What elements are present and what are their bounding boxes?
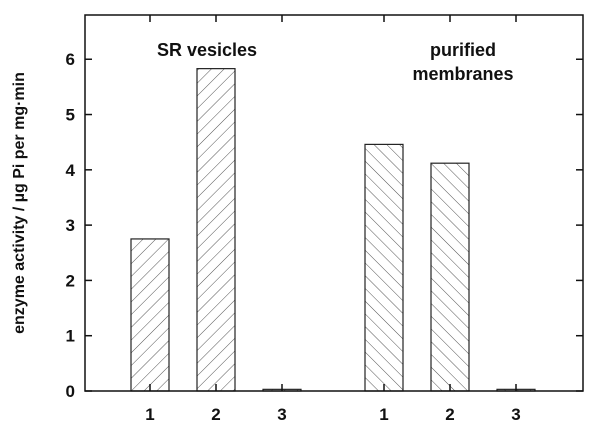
axes-layer [84, 14, 584, 392]
bar-group1-2 [196, 68, 236, 392]
group-label-1: SR vesicles [157, 40, 257, 60]
y-axis-label: enzyme activity / µg Pi per mg·min [11, 72, 28, 334]
x-tick-label: 2 [445, 405, 454, 424]
x-tick-label: 1 [145, 405, 154, 424]
y-tick-label: 3 [66, 216, 75, 235]
plot-frame [84, 14, 584, 392]
bar-group2-2 [430, 162, 470, 392]
bars-layer [130, 68, 536, 392]
y-tick-label: 0 [66, 382, 75, 401]
y-tick-label: 2 [66, 271, 75, 290]
x-tick-label: 3 [277, 405, 286, 424]
y-tick-label: 1 [66, 327, 75, 346]
y-tick-label: 5 [66, 106, 75, 125]
group-label-2: membranes [412, 64, 513, 84]
group-label-2: purified [430, 40, 496, 60]
labels-layer: 1 2 3 1 2 3 SR vesicles purified membranes 0 1 2 3 4 5… [11, 40, 521, 424]
y-tick-label: 4 [66, 161, 76, 180]
x-tick-label: 1 [379, 405, 388, 424]
x-tick-label: 3 [511, 405, 520, 424]
y-tick-label: 6 [66, 50, 75, 69]
x-tick-label: 2 [211, 405, 220, 424]
bar-group2-1 [364, 143, 404, 392]
bar-group1-1 [130, 238, 170, 392]
